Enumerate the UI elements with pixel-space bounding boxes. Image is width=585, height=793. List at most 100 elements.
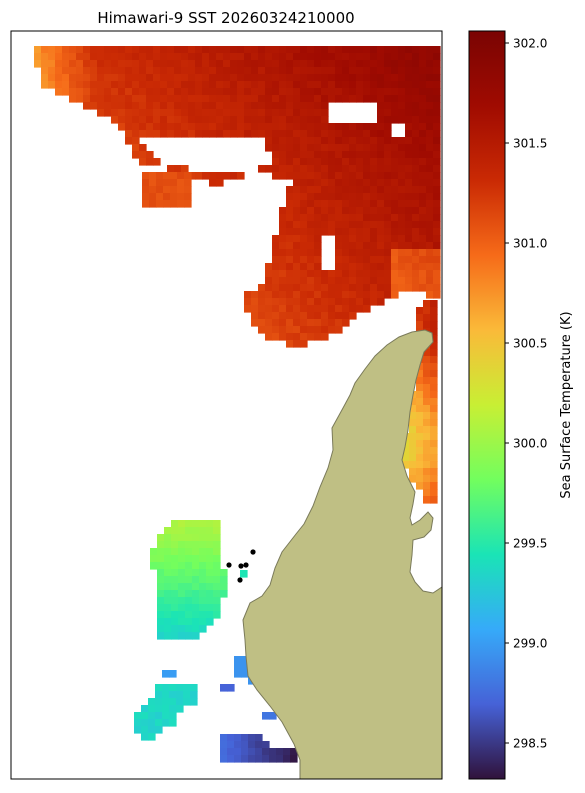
sst-cell (300, 81, 308, 89)
sst-cell (307, 116, 315, 124)
sst-cell (164, 576, 172, 584)
sst-cell (342, 277, 350, 285)
sst-cell (335, 165, 343, 173)
sst-cell (328, 319, 336, 327)
sst-cell (321, 46, 329, 54)
sst-cell (314, 123, 322, 131)
sst-cell (237, 81, 245, 89)
sst-cell (97, 53, 105, 61)
sst-cell (349, 235, 357, 243)
sst-cell (227, 734, 235, 742)
sst-cell (314, 158, 322, 166)
sst-cell (426, 235, 434, 243)
sst-cell (209, 67, 217, 75)
sst-cell (286, 249, 294, 257)
sst-cell (419, 60, 427, 68)
sst-cell (335, 74, 343, 82)
sst-cell (192, 541, 200, 549)
sst-cell (167, 74, 175, 82)
sst-cell (192, 632, 200, 640)
sst-cell (377, 102, 385, 110)
sst-cell (164, 583, 172, 591)
sst-cell (162, 691, 170, 699)
sst-cell (405, 81, 413, 89)
sst-cell (409, 426, 417, 434)
sst-cell (157, 576, 165, 584)
sst-cell (430, 300, 438, 308)
sst-cell (300, 193, 308, 201)
sst-cell (342, 249, 350, 257)
sst-cell (199, 527, 207, 535)
sst-cell (328, 81, 336, 89)
sst-cell (178, 527, 186, 535)
sst-cell (356, 67, 364, 75)
sst-cell (384, 200, 392, 208)
sst-cell (206, 562, 214, 570)
sst-cell (265, 165, 273, 173)
sst-cell (342, 298, 350, 306)
sst-cell (209, 74, 217, 82)
sst-cell (213, 604, 221, 612)
sst-cell (157, 548, 165, 556)
sst-cell (132, 116, 140, 124)
sst-cell (148, 726, 156, 734)
sst-cell (356, 165, 364, 173)
sst-cell (300, 151, 308, 159)
sst-cell (426, 263, 434, 271)
sst-cell (349, 242, 357, 250)
sst-cell (293, 172, 301, 180)
sst-cell (412, 200, 420, 208)
sst-cell (244, 67, 252, 75)
sst-cell (178, 534, 186, 542)
sst-cell (55, 81, 63, 89)
sst-cell (426, 151, 434, 159)
sst-cell (349, 74, 357, 82)
sst-cell (412, 109, 420, 117)
sst-cell (356, 81, 364, 89)
sst-cell (132, 109, 140, 117)
sst-cell (419, 207, 427, 215)
sst-cell (279, 256, 287, 264)
sst-cell (164, 562, 172, 570)
sst-cell (216, 95, 224, 103)
sst-cell (314, 193, 322, 201)
sst-cell (216, 46, 224, 54)
sst-cell (419, 200, 427, 208)
sst-cell (216, 109, 224, 117)
sst-cell (412, 144, 420, 152)
sst-cell (307, 214, 315, 222)
sst-cell (279, 284, 287, 292)
sst-cell (412, 277, 420, 285)
sst-cell (244, 74, 252, 82)
sst-cell (342, 305, 350, 313)
sst-cell (412, 137, 420, 145)
sst-cell (391, 235, 399, 243)
sst-cell (419, 81, 427, 89)
sst-cell (391, 207, 399, 215)
sst-cell (377, 228, 385, 236)
sst-cell (412, 214, 420, 222)
sst-cell (314, 207, 322, 215)
sst-cell (335, 172, 343, 180)
sst-cell (255, 734, 263, 742)
sst-cell (146, 116, 154, 124)
sst-cell (237, 172, 245, 180)
sst-cell (433, 228, 441, 236)
sst-cell (391, 256, 399, 264)
sst-cell (335, 46, 343, 54)
sst-cell (251, 88, 259, 96)
sst-cell (293, 102, 301, 110)
sst-cell (363, 277, 371, 285)
sst-cell (167, 46, 175, 54)
sst-cell (433, 137, 441, 145)
sst-cell (349, 270, 357, 278)
sst-cell (286, 340, 294, 348)
sst-cell (230, 60, 238, 68)
sst-cell (62, 81, 70, 89)
sst-cell (153, 158, 161, 166)
sst-cell (185, 597, 193, 605)
sst-cell (139, 53, 147, 61)
sst-cell (321, 214, 329, 222)
sst-cell (176, 705, 184, 713)
sst-cell (188, 88, 196, 96)
